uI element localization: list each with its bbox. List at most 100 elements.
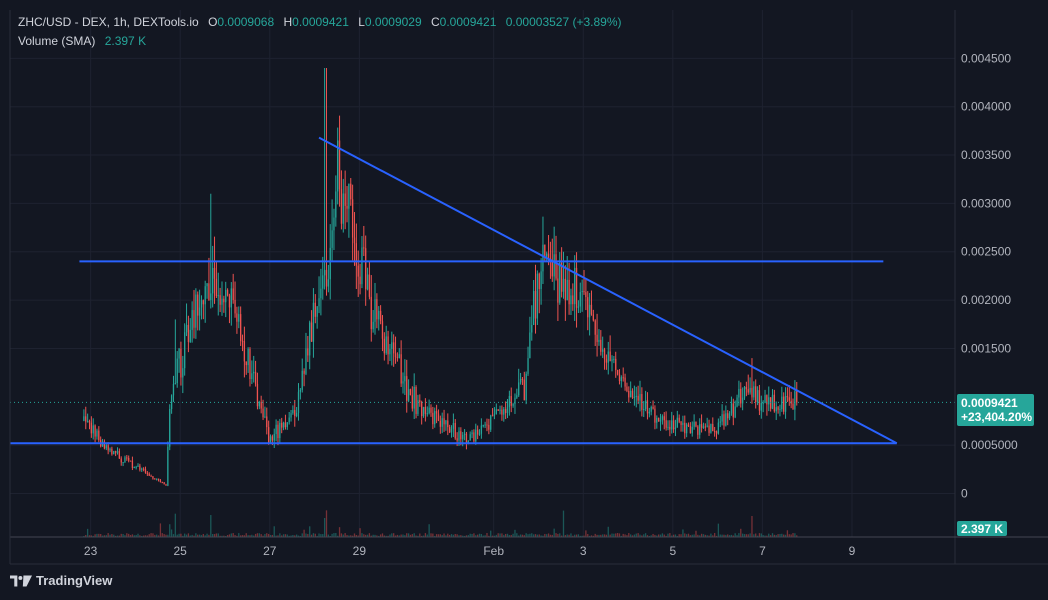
candle-body [350, 183, 352, 200]
volume-bar [243, 535, 246, 537]
volume-bar [98, 533, 100, 537]
volume-bar [749, 533, 751, 537]
change-value: 0.00003527 (+3.89%) [505, 15, 622, 29]
candle-body [699, 424, 701, 435]
candle-body [598, 339, 600, 342]
candle-body [282, 422, 285, 428]
volume-bar [661, 533, 664, 537]
candle-body [497, 409, 499, 411]
candle-body [426, 413, 428, 415]
volume-bar [641, 535, 643, 537]
candle-body [685, 424, 688, 434]
volume-bar [777, 534, 779, 537]
volume-bar [768, 533, 770, 537]
candle-body [499, 409, 501, 411]
volume-bar [428, 524, 430, 537]
tradingview-brand[interactable]: TradingView [10, 573, 112, 588]
candle-body [251, 373, 253, 380]
candle-body [491, 415, 494, 417]
volume-bar [519, 534, 522, 537]
candle-body [131, 460, 134, 468]
candle-body [680, 421, 682, 425]
candle-body [219, 295, 221, 305]
candle-body [794, 391, 796, 410]
volume-bar [577, 534, 580, 537]
volume-bar [633, 534, 636, 537]
volume-bar [357, 535, 359, 537]
volume-bar [281, 535, 283, 537]
volume-bar [790, 534, 792, 537]
candle-body [139, 465, 141, 470]
volume-bar [704, 534, 706, 537]
volume-bar [234, 535, 236, 537]
candle-body [105, 445, 107, 449]
candle-body [144, 469, 147, 473]
volume-bar [434, 535, 436, 537]
volume-badge-bg [957, 521, 1007, 536]
volume-bar [605, 534, 608, 537]
candle-body [374, 299, 376, 322]
candle-body [613, 358, 615, 360]
candle-body [428, 407, 430, 414]
symbol-title[interactable]: ZHC/USD - DEX, 1h, DEXTools.io [18, 15, 199, 29]
candle-body [170, 395, 173, 409]
candle-body [284, 422, 287, 428]
volume-bar [114, 535, 117, 537]
candle-body [167, 446, 169, 486]
candle-body [741, 397, 744, 404]
last-price-badge-bg [957, 394, 1034, 426]
volume-bar [325, 510, 328, 537]
candle-body [187, 324, 190, 342]
volume-bar [796, 535, 798, 537]
volume-bar [658, 534, 660, 537]
candle-body [603, 349, 606, 360]
candle-body [796, 391, 798, 403]
time-axis[interactable]: 23 25 27 29 Feb 3 5 7 9 [84, 544, 856, 558]
candle-body [154, 478, 156, 480]
price-axis[interactable]: 0 0.0005000 0.001500 0.002000 0.002500 0.0030… [961, 51, 1018, 500]
volume-bar [712, 535, 714, 537]
candle-body [370, 296, 372, 330]
volume-bar [613, 533, 615, 537]
candle-body [372, 321, 374, 330]
candle-body [96, 430, 98, 437]
volume-bar [288, 535, 290, 537]
candle-body [310, 322, 313, 342]
candle-body [258, 401, 260, 407]
volume-bar [465, 535, 468, 537]
volume-bar [219, 535, 221, 537]
candle-body [562, 278, 565, 292]
volume-bar [187, 533, 190, 537]
volume-bar [449, 534, 451, 537]
volume-bar [697, 534, 699, 537]
high-label: H [283, 15, 293, 29]
volume-bar [191, 534, 193, 537]
volume-bar [441, 535, 443, 537]
trendlines[interactable] [10, 136, 898, 445]
candle-body [745, 386, 748, 390]
volume-label[interactable]: Volume (SMA) [18, 34, 96, 48]
volume-bar [135, 534, 137, 537]
candle-body [215, 278, 218, 296]
candle-body [129, 460, 132, 462]
volume-bar [549, 534, 552, 537]
volume-bar [253, 535, 255, 537]
volume-bar [682, 529, 684, 537]
candle-body [611, 359, 613, 362]
candle-body [381, 321, 384, 339]
candle-body [267, 427, 270, 443]
volume-bar [708, 535, 710, 537]
volume-bar [547, 533, 550, 537]
candle-body [85, 416, 87, 422]
volume-bar [169, 524, 171, 537]
candle-body [544, 244, 546, 257]
volume-bar [781, 533, 783, 537]
candle-body [269, 436, 272, 443]
candle-body [275, 424, 277, 434]
candle-body [142, 468, 145, 470]
volume-bar [407, 533, 410, 537]
volume-bar [129, 535, 132, 537]
candle-body [622, 377, 624, 379]
volume-bar [699, 535, 701, 537]
